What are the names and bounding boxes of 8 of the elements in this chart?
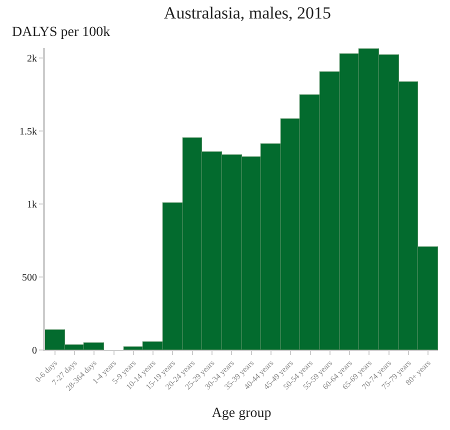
y-tick-label: 1.5k (20, 126, 37, 138)
x-axis-title: Age group (212, 406, 272, 421)
y-tick-label: 500 (22, 272, 37, 284)
y-axis-title: DALYS per 100k (12, 25, 110, 40)
y-tick-label: 2k (27, 54, 37, 65)
y-tick-label: 1k (27, 200, 37, 211)
y-tick-label: 0 (32, 346, 37, 356)
chart-title: Australasia, males, 2015 (164, 3, 332, 22)
